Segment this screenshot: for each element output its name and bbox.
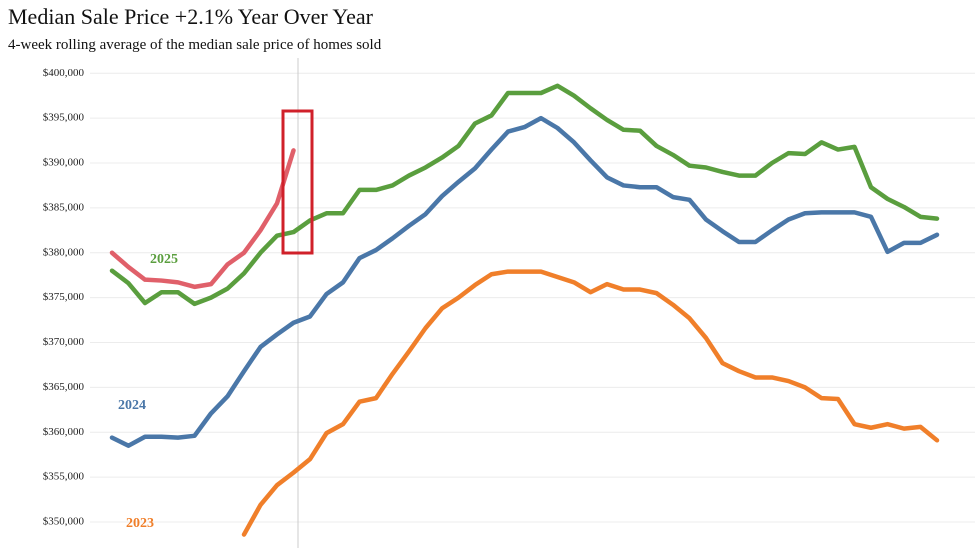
y-tick-label: $380,000 [43, 246, 85, 258]
y-tick-label: $350,000 [43, 516, 85, 528]
chart-title: Median Sale Price +2.1% Year Over Year [8, 4, 374, 29]
y-tick-label: $370,000 [43, 336, 85, 348]
series-line [109, 115, 940, 448]
y-tick-label: $385,000 [43, 201, 85, 213]
series-label: 2025 [150, 252, 178, 267]
series-label: 2023 [126, 516, 154, 531]
y-tick-label: $360,000 [43, 426, 85, 438]
y-tick-label: $375,000 [43, 291, 85, 303]
y-tick-label: $390,000 [43, 157, 85, 169]
y-tick-label: $400,000 [43, 67, 85, 79]
series-label: 2024 [118, 398, 146, 413]
chart-subtitle: 4-week rolling average of the median sal… [8, 37, 382, 53]
y-tick-label: $355,000 [43, 471, 85, 483]
highlight-box [281, 109, 314, 255]
series-line [109, 148, 296, 290]
y-tick-label: $365,000 [43, 381, 85, 393]
series-line [109, 83, 940, 307]
y-tick-label: $395,000 [43, 112, 85, 124]
series-line [241, 269, 940, 537]
